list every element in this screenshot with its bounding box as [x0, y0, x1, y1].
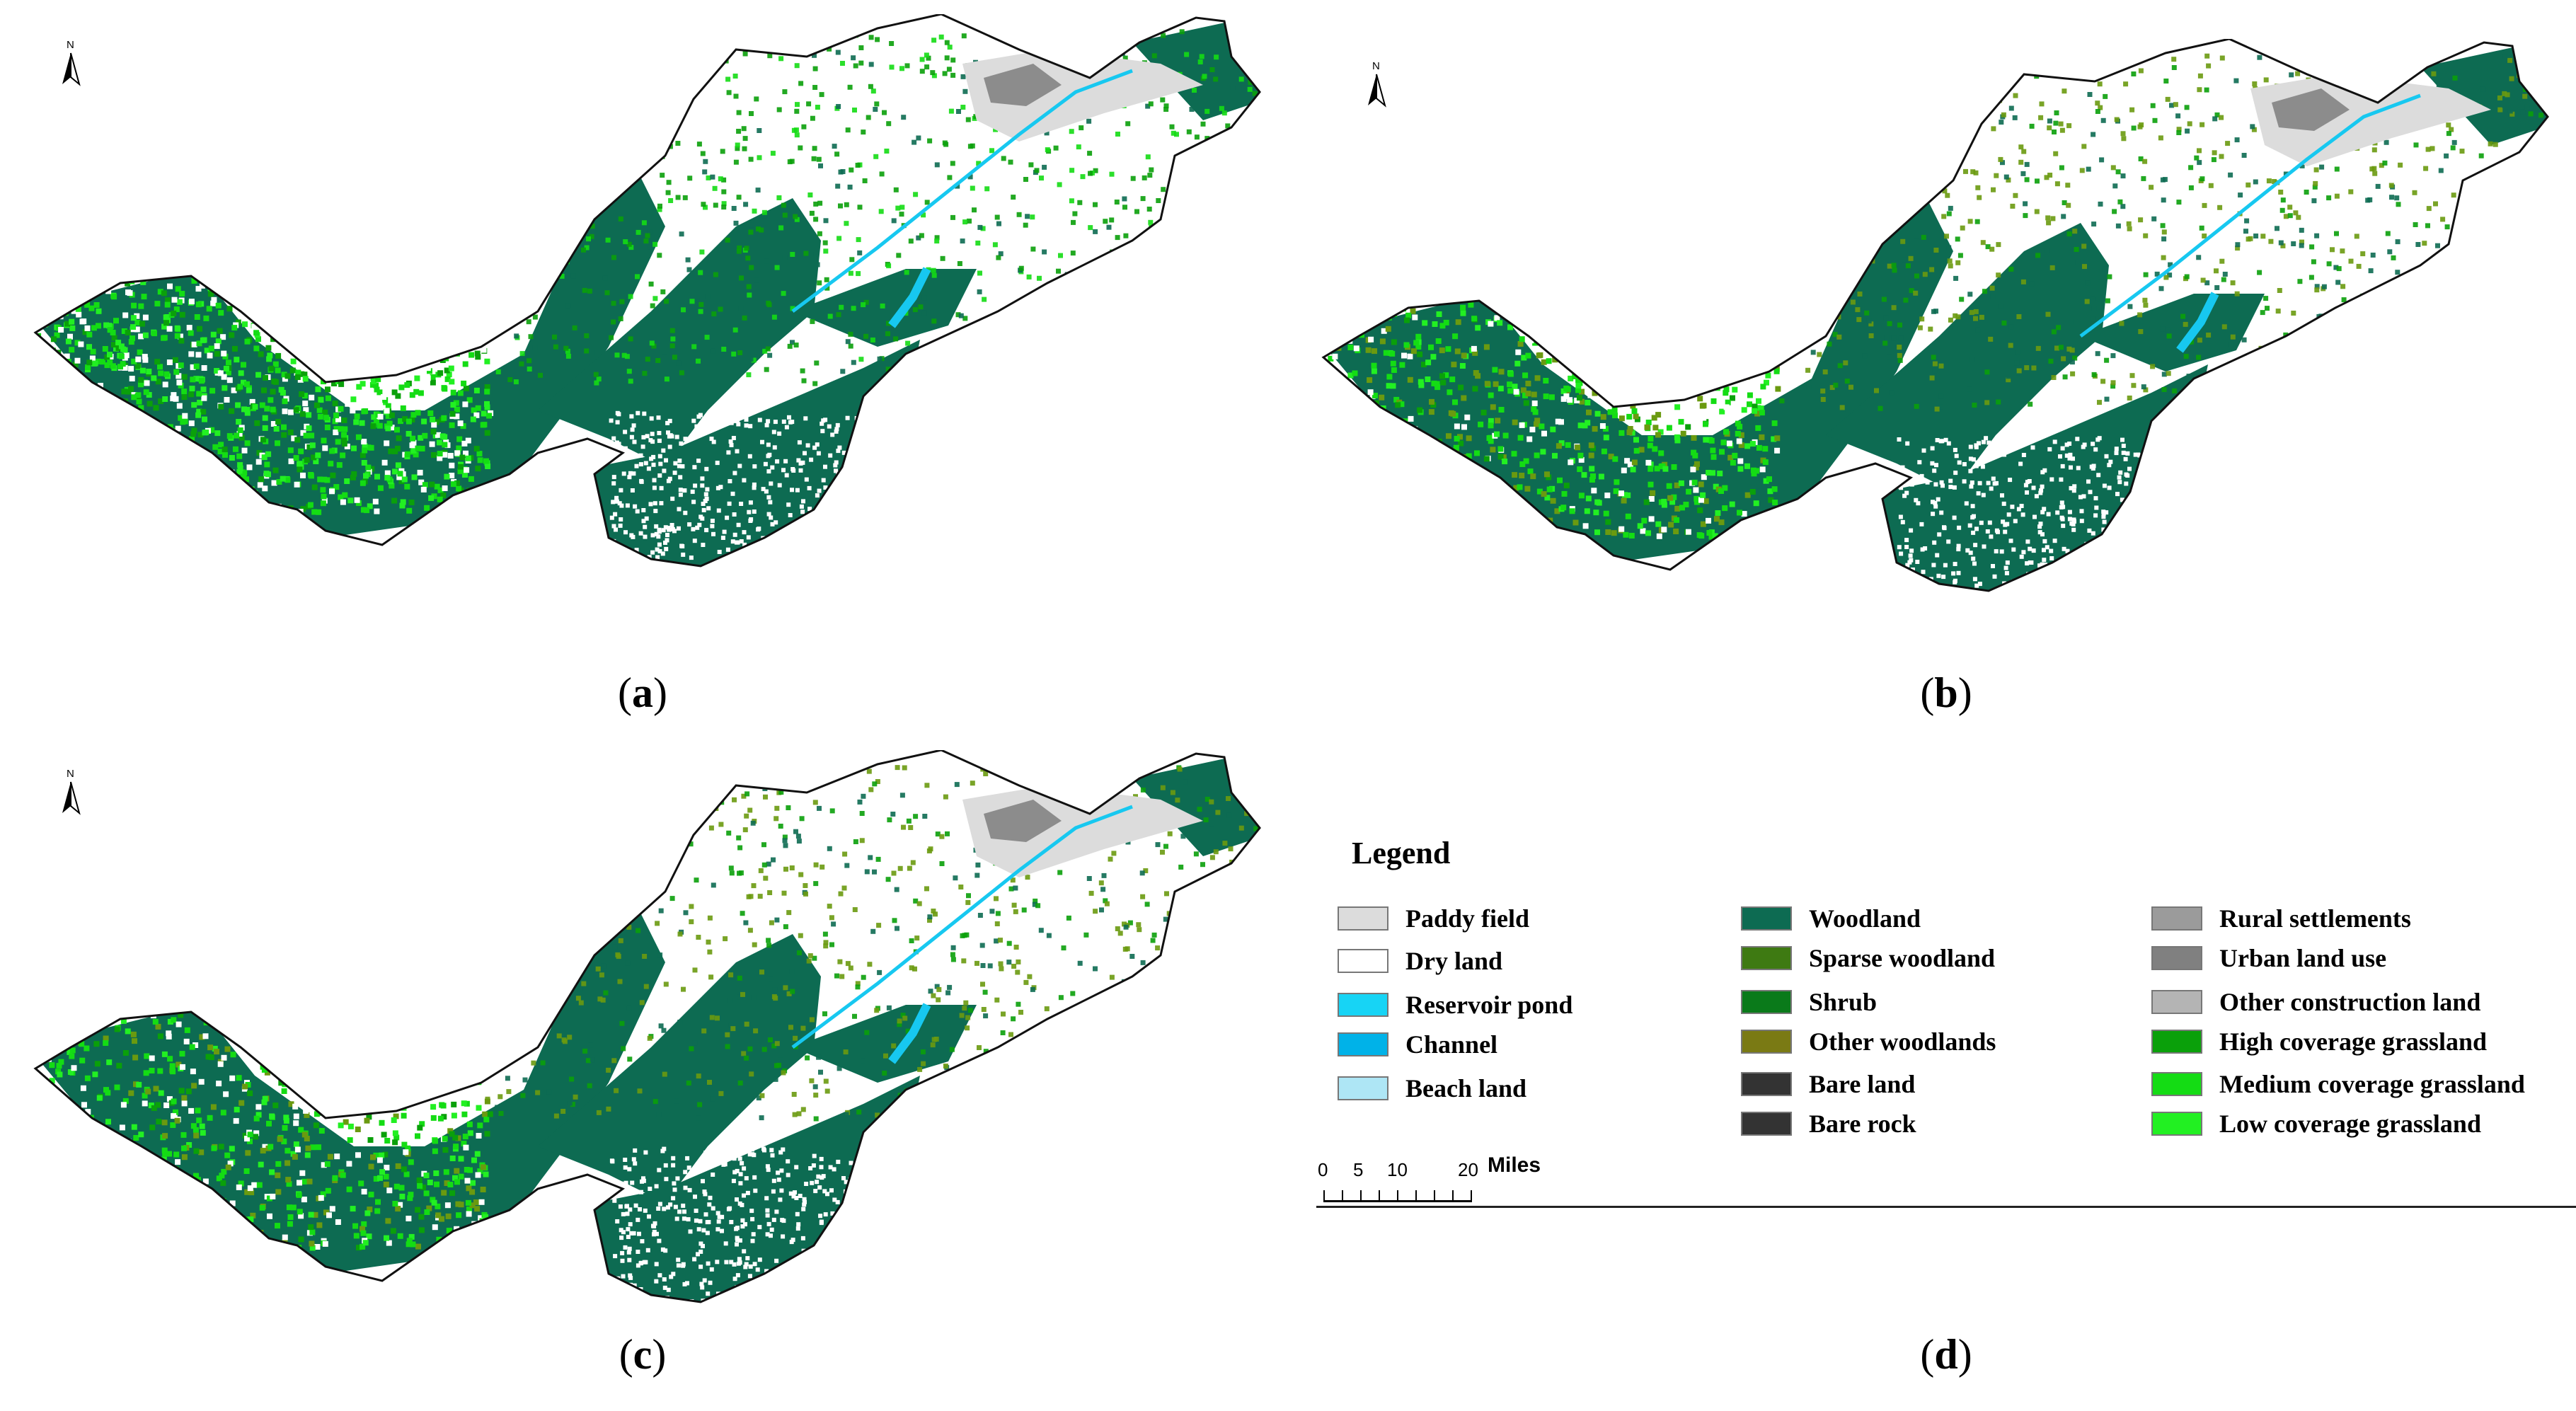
legend-swatch — [1338, 906, 1388, 931]
north-arrow-c: N — [57, 768, 85, 817]
legend-label: Woodland — [1809, 904, 1921, 933]
legend-label: High coverage grassland — [2219, 1027, 2487, 1056]
legend-item: Urban land use — [2151, 944, 2386, 972]
legend-label: Medium coverage grassland — [2219, 1070, 2525, 1098]
legend-item: Sparse woodland — [1741, 944, 1995, 972]
legend-label: Shrub — [1809, 988, 1878, 1016]
legend-swatch — [1741, 946, 1792, 970]
legend-swatch — [2151, 1072, 2202, 1096]
north-arrow-icon — [62, 52, 81, 86]
legend-item: Channel — [1338, 1030, 1497, 1059]
legend-panel: Legend Paddy field Dry land Reservoir pond… — [1316, 821, 2576, 1217]
legend-label: Beach land — [1405, 1074, 1527, 1102]
legend-swatch — [2151, 1112, 2202, 1136]
north-arrow-icon — [62, 781, 81, 815]
legend-swatch — [1741, 906, 1792, 931]
north-arrow-a: N — [57, 39, 85, 88]
legend-item: Shrub — [1741, 988, 1877, 1016]
scale-line — [1323, 1190, 1472, 1202]
north-arrow-b: N — [1362, 60, 1391, 110]
map-panel-c — [28, 750, 1274, 1330]
map-panel-a — [28, 14, 1274, 594]
caption-d: (d) — [1920, 1331, 1972, 1378]
legend-label: Urban land use — [2219, 944, 2387, 972]
legend-swatch — [1741, 1030, 1792, 1054]
legend-label: Sparse woodland — [1809, 944, 1996, 972]
legend-swatch — [1338, 1076, 1388, 1100]
legend-label: Other woodlands — [1809, 1027, 1996, 1056]
legend-swatch — [1741, 1112, 1792, 1136]
legend-item: Other woodlands — [1741, 1027, 1996, 1056]
legend-baseline — [1316, 1206, 2576, 1208]
scale-tick-0: 0 — [1318, 1159, 1328, 1180]
legend-label: Bare land — [1809, 1070, 1916, 1098]
scale-tick-20: 20 — [1458, 1159, 1478, 1180]
legend-label: Bare rock — [1809, 1110, 1916, 1138]
land-use-raster — [35, 750, 1260, 1302]
scale-tick-10: 10 — [1387, 1159, 1408, 1180]
legend-swatch — [1338, 1032, 1388, 1056]
legend-label: Reservoir pond — [1405, 991, 1573, 1019]
legend-title: Legend — [1352, 836, 1451, 870]
legend-item: Woodland — [1741, 904, 1921, 933]
legend-label: Dry land — [1405, 947, 1503, 975]
legend-swatch — [2151, 906, 2202, 931]
legend-item: Dry land — [1338, 947, 1502, 975]
legend-label: Channel — [1405, 1030, 1498, 1059]
legend-swatch — [1338, 993, 1388, 1017]
caption-b: (b) — [1920, 669, 1972, 716]
legend-item: Medium coverage grassland — [2151, 1070, 2525, 1098]
land-use-raster — [35, 14, 1260, 566]
scale-unit: Miles — [1488, 1153, 1541, 1177]
north-arrow-icon — [1368, 74, 1386, 108]
legend-item: Rural settlements — [2151, 904, 2411, 933]
caption-a: (a) — [618, 669, 667, 716]
legend-label: Low coverage grassland — [2219, 1110, 2481, 1138]
legend-item: Bare rock — [1741, 1110, 1916, 1138]
legend-swatch — [1741, 990, 1792, 1014]
caption-c: (c) — [619, 1331, 667, 1378]
legend-item: Low coverage grassland — [2151, 1110, 2481, 1138]
map-panel-b — [1316, 39, 2562, 619]
legend-label: Other construction land — [2219, 988, 2481, 1016]
legend-swatch — [1741, 1072, 1792, 1096]
legend-swatch — [2151, 946, 2202, 970]
legend-item: Other construction land — [2151, 988, 2480, 1016]
legend-label: Rural settlements — [2219, 904, 2411, 933]
legend-label: Paddy field — [1405, 904, 1530, 933]
legend-item: Reservoir pond — [1338, 991, 1572, 1019]
land-use-raster — [1323, 39, 2548, 591]
legend-item: Bare land — [1741, 1070, 1915, 1098]
scale-bar: 0 5 10 20 Miles — [1316, 1153, 1541, 1203]
scale-tick-5: 5 — [1353, 1159, 1364, 1180]
legend-swatch — [1338, 949, 1388, 973]
legend-item: Beach land — [1338, 1074, 1526, 1102]
legend-swatch — [2151, 1030, 2202, 1054]
legend-item: High coverage grassland — [2151, 1027, 2487, 1056]
legend-item: Paddy field — [1338, 904, 1529, 933]
legend-swatch — [2151, 990, 2202, 1014]
